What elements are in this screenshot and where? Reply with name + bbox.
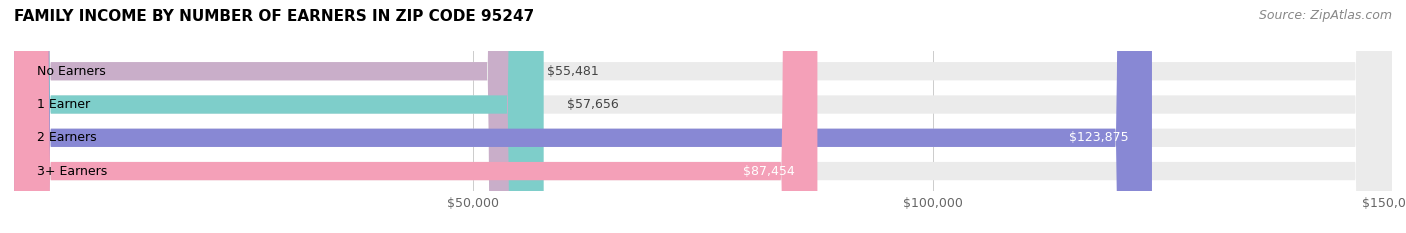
FancyBboxPatch shape xyxy=(14,0,1392,233)
Text: 1 Earner: 1 Earner xyxy=(37,98,90,111)
FancyBboxPatch shape xyxy=(14,0,1392,233)
Text: $123,875: $123,875 xyxy=(1070,131,1129,144)
FancyBboxPatch shape xyxy=(14,0,1152,233)
Text: $55,481: $55,481 xyxy=(547,65,599,78)
Text: 2 Earners: 2 Earners xyxy=(37,131,97,144)
Text: $57,656: $57,656 xyxy=(567,98,619,111)
FancyBboxPatch shape xyxy=(14,0,523,233)
FancyBboxPatch shape xyxy=(14,0,544,233)
Text: No Earners: No Earners xyxy=(37,65,105,78)
FancyBboxPatch shape xyxy=(14,0,1392,233)
FancyBboxPatch shape xyxy=(14,0,817,233)
Text: $87,454: $87,454 xyxy=(742,164,794,178)
Text: 3+ Earners: 3+ Earners xyxy=(37,164,107,178)
FancyBboxPatch shape xyxy=(14,0,1392,233)
Text: Source: ZipAtlas.com: Source: ZipAtlas.com xyxy=(1258,9,1392,22)
Text: FAMILY INCOME BY NUMBER OF EARNERS IN ZIP CODE 95247: FAMILY INCOME BY NUMBER OF EARNERS IN ZI… xyxy=(14,9,534,24)
